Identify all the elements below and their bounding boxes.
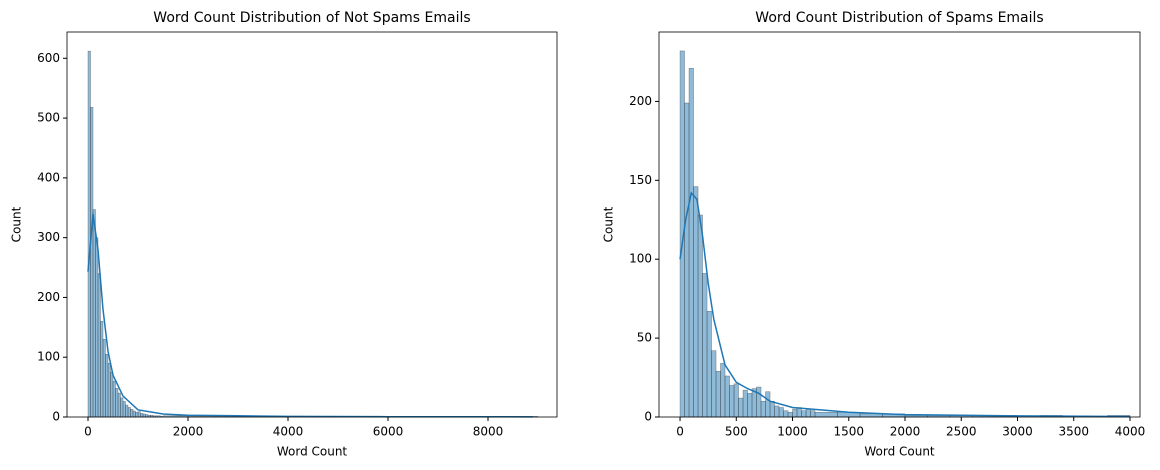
bar: [100, 321, 104, 418]
bar: [110, 371, 114, 418]
bar: [756, 386, 762, 418]
bar: [792, 408, 798, 418]
bar: [87, 50, 91, 418]
x-tick-label: 4000: [1115, 425, 1146, 439]
bar: [760, 400, 766, 418]
bar: [706, 311, 712, 418]
bar: [729, 385, 735, 418]
bar: [783, 410, 789, 418]
y-tick-label: 200: [37, 290, 60, 304]
bar: [688, 68, 694, 418]
bar: [137, 411, 141, 418]
bar: [702, 273, 708, 418]
bar: [92, 209, 96, 418]
bar: [715, 370, 721, 418]
x-tick-label: 2000: [890, 425, 921, 439]
kde-line: [87, 213, 534, 418]
bar: [112, 380, 116, 418]
x-tick-label: 4000: [273, 425, 304, 439]
x-tick-label: 1500: [833, 425, 864, 439]
bar: [787, 412, 793, 418]
bar: [814, 412, 838, 418]
x-tick-label: 0: [676, 425, 684, 439]
bar: [120, 397, 124, 418]
x-tick-label: 500: [725, 425, 748, 439]
bar: [805, 408, 811, 418]
x-tick-label: 6000: [373, 425, 404, 439]
y-tick-label: 400: [37, 170, 60, 184]
y-tick-label: 600: [37, 51, 60, 65]
bar: [765, 391, 771, 418]
bar: [774, 405, 780, 418]
bar: [778, 407, 784, 418]
x-tick-label: 2000: [173, 425, 204, 439]
x-tick-label: 2500: [946, 425, 977, 439]
x-tick-label: 0: [84, 425, 92, 439]
bar: [747, 393, 753, 418]
bar: [107, 362, 111, 418]
y-axis-label: Count: [602, 206, 616, 242]
bar: [130, 408, 134, 418]
bar: [711, 350, 717, 418]
bar: [142, 413, 146, 418]
y-tick-label: 50: [637, 331, 652, 345]
x-tick-label: 1000: [777, 425, 808, 439]
y-tick-label: 0: [644, 410, 652, 424]
bar: [102, 339, 106, 418]
y-tick-label: 150: [629, 173, 652, 187]
bar: [115, 388, 119, 418]
bar: [738, 397, 744, 418]
bar: [105, 353, 109, 418]
y-tick-label: 300: [37, 230, 60, 244]
bar: [720, 363, 726, 418]
y-tick-label: 100: [37, 350, 60, 364]
x-axis-label: Word Count: [864, 445, 935, 459]
bar: [810, 410, 816, 418]
bar: [117, 392, 121, 418]
bar: [125, 404, 129, 418]
bar: [90, 107, 94, 418]
y-tick-label: 0: [52, 410, 60, 424]
bar: [697, 214, 703, 418]
x-tick-label: 3500: [1058, 425, 1089, 439]
x-tick-label: 8000: [473, 425, 504, 439]
bar: [742, 389, 748, 418]
bar: [684, 102, 690, 418]
bar: [724, 375, 730, 418]
chart-title: Word Count Distribution of Not Spams Ema…: [153, 10, 470, 26]
bar: [733, 383, 739, 418]
bar: [95, 237, 99, 418]
y-tick-label: 500: [37, 111, 60, 125]
bar: [140, 413, 144, 418]
y-tick-label: 100: [629, 252, 652, 266]
bar: [801, 410, 807, 418]
bar: [127, 407, 131, 418]
y-tick-label: 200: [629, 94, 652, 108]
y-axis-label: Count: [10, 206, 24, 242]
bar: [97, 273, 101, 418]
x-tick-label: 3000: [1002, 425, 1033, 439]
plot-frame: [66, 31, 558, 418]
chart-title: Word Count Distribution of Spams Emails: [755, 10, 1043, 26]
bar: [132, 410, 136, 418]
bar: [859, 413, 883, 418]
bar: [769, 400, 775, 418]
bar: [693, 186, 699, 418]
bar: [135, 411, 139, 418]
x-axis-label: Word Count: [277, 445, 348, 459]
bar: [122, 401, 126, 418]
kde-line: [679, 191, 1130, 418]
plot-frame: [658, 31, 1141, 418]
